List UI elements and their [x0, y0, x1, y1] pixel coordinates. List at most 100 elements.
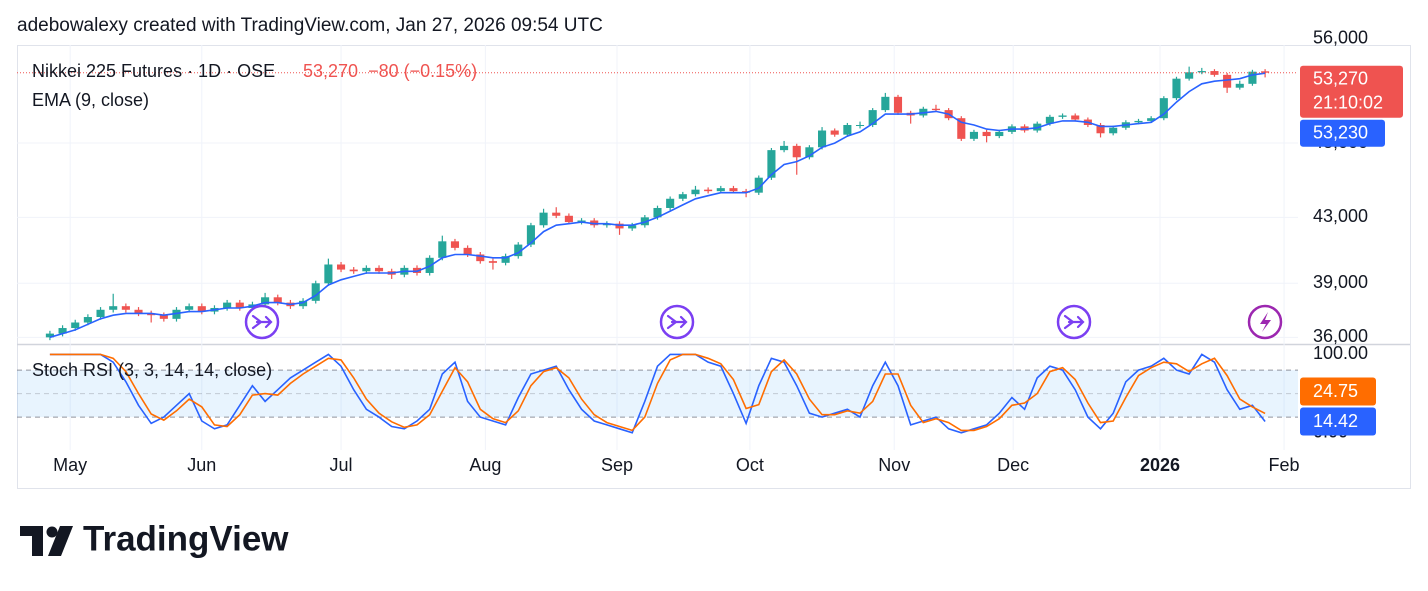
- candle-body: [590, 220, 599, 226]
- candle-body: [1223, 74, 1232, 88]
- candle-body: [666, 198, 675, 208]
- candle-body: [1147, 118, 1156, 121]
- stoch-badge-label: 14.42: [1313, 411, 1358, 431]
- x-tick-label: Feb: [1269, 455, 1300, 475]
- candle-body: [336, 264, 346, 270]
- y-tick-label: 36,000: [1313, 326, 1368, 346]
- candle-body: [754, 177, 763, 193]
- candle-body: [438, 241, 447, 258]
- candle-body: [868, 110, 877, 126]
- candle-body: [147, 313, 156, 316]
- x-tick-label: Jul: [330, 455, 353, 475]
- y-tick-label: 39,000: [1313, 272, 1368, 292]
- chart-frame: [17, 45, 1411, 489]
- candle-body: [197, 306, 206, 312]
- candle-body: [818, 130, 827, 148]
- stoch-line: [49, 353, 1266, 434]
- x-tick-label: Aug: [469, 455, 501, 475]
- candle-body: [109, 306, 118, 310]
- candle-body: [1058, 115, 1067, 117]
- candle-body: [45, 333, 54, 338]
- quote-change: −80 (−0.15%): [368, 61, 477, 81]
- candle-body: [185, 306, 194, 310]
- candle-body: [514, 244, 523, 257]
- candle-body: [615, 223, 624, 229]
- candle-body: [1134, 120, 1143, 123]
- candle-body: [931, 108, 941, 111]
- candle-body: [704, 189, 713, 192]
- candle-body: [653, 207, 662, 218]
- marks-layer: May Jun Jul Aug Sep Oct Nov Dec 2026 Feb 36,000 39,…: [17, 28, 1403, 475]
- price-badge: [1300, 65, 1403, 118]
- event-icon: [244, 304, 280, 340]
- y-tick-label: 43,000: [1313, 206, 1368, 226]
- candle-body: [1172, 78, 1181, 99]
- candle-body: [463, 247, 472, 255]
- grid-layer: [17, 45, 1298, 450]
- candle-body: [412, 267, 422, 273]
- x-tick-label: Jun: [187, 455, 216, 475]
- candle-body: [843, 125, 852, 135]
- candle-body: [96, 309, 105, 318]
- x-tick-label: Dec: [997, 455, 1029, 475]
- candle-body: [881, 96, 890, 111]
- ema-badge-label: 53,230: [1313, 122, 1368, 142]
- candle-body: [628, 225, 637, 229]
- candle-body: [805, 147, 814, 158]
- candle-body: [235, 302, 244, 308]
- candle-body: [324, 264, 333, 284]
- candle-body: [1109, 127, 1118, 134]
- candle-body: [691, 189, 700, 195]
- event-icons: [244, 304, 1283, 340]
- candle-body: [526, 225, 535, 245]
- candle-body: [577, 220, 586, 223]
- candle-body: [311, 283, 320, 301]
- candle-body: [1248, 71, 1257, 84]
- candle-body: [362, 267, 371, 272]
- candle-body: [767, 150, 776, 178]
- y-tick-label: 56,000: [1313, 28, 1368, 48]
- candle-body: [1261, 71, 1270, 73]
- x-tick-label: Sep: [601, 455, 633, 475]
- candle-body: [273, 297, 282, 303]
- candle-body: [729, 188, 738, 192]
- countdown-label: 21:10:02: [1313, 92, 1383, 112]
- candle-body: [121, 306, 130, 310]
- candle-body: [1159, 98, 1168, 119]
- candle-body: [58, 328, 67, 334]
- stoch-badge-label: 24.75: [1313, 381, 1358, 401]
- candle-body: [1185, 72, 1194, 79]
- candle-body: [564, 215, 573, 223]
- candle-body: [552, 212, 561, 216]
- ema-line: [49, 72, 1266, 339]
- candle-body: [893, 96, 903, 113]
- event-icon: [1056, 304, 1092, 340]
- candle-body: [159, 315, 168, 319]
- candle-body: [223, 302, 232, 308]
- x-tick-label: 2026: [1140, 455, 1180, 475]
- ema-badge: [1300, 119, 1385, 147]
- candle-body: [83, 317, 92, 323]
- candle-body: [780, 145, 789, 151]
- candle-body: [1235, 83, 1244, 88]
- candle-body: [969, 131, 979, 139]
- event-icon: [659, 304, 695, 340]
- candle-body: [374, 267, 384, 272]
- legend-layer: Nikkei 225 Futures · 1D · OSE 53,270 −80…: [32, 61, 477, 380]
- indicator-title: EMA (9, close): [32, 90, 149, 110]
- stoch-line: [49, 353, 1266, 432]
- brand-logo: [20, 526, 73, 556]
- candle-body: [501, 256, 510, 263]
- candle-body: [678, 194, 687, 199]
- candle-body: [792, 145, 801, 158]
- quote-price: 53,270: [303, 61, 358, 81]
- x-tick-label: Oct: [736, 455, 764, 475]
- watermark: adebowalexy created with TradingView.com…: [17, 15, 603, 36]
- candle-body: [1096, 125, 1105, 134]
- candle-body: [1197, 71, 1206, 73]
- candle-body: [1071, 115, 1080, 120]
